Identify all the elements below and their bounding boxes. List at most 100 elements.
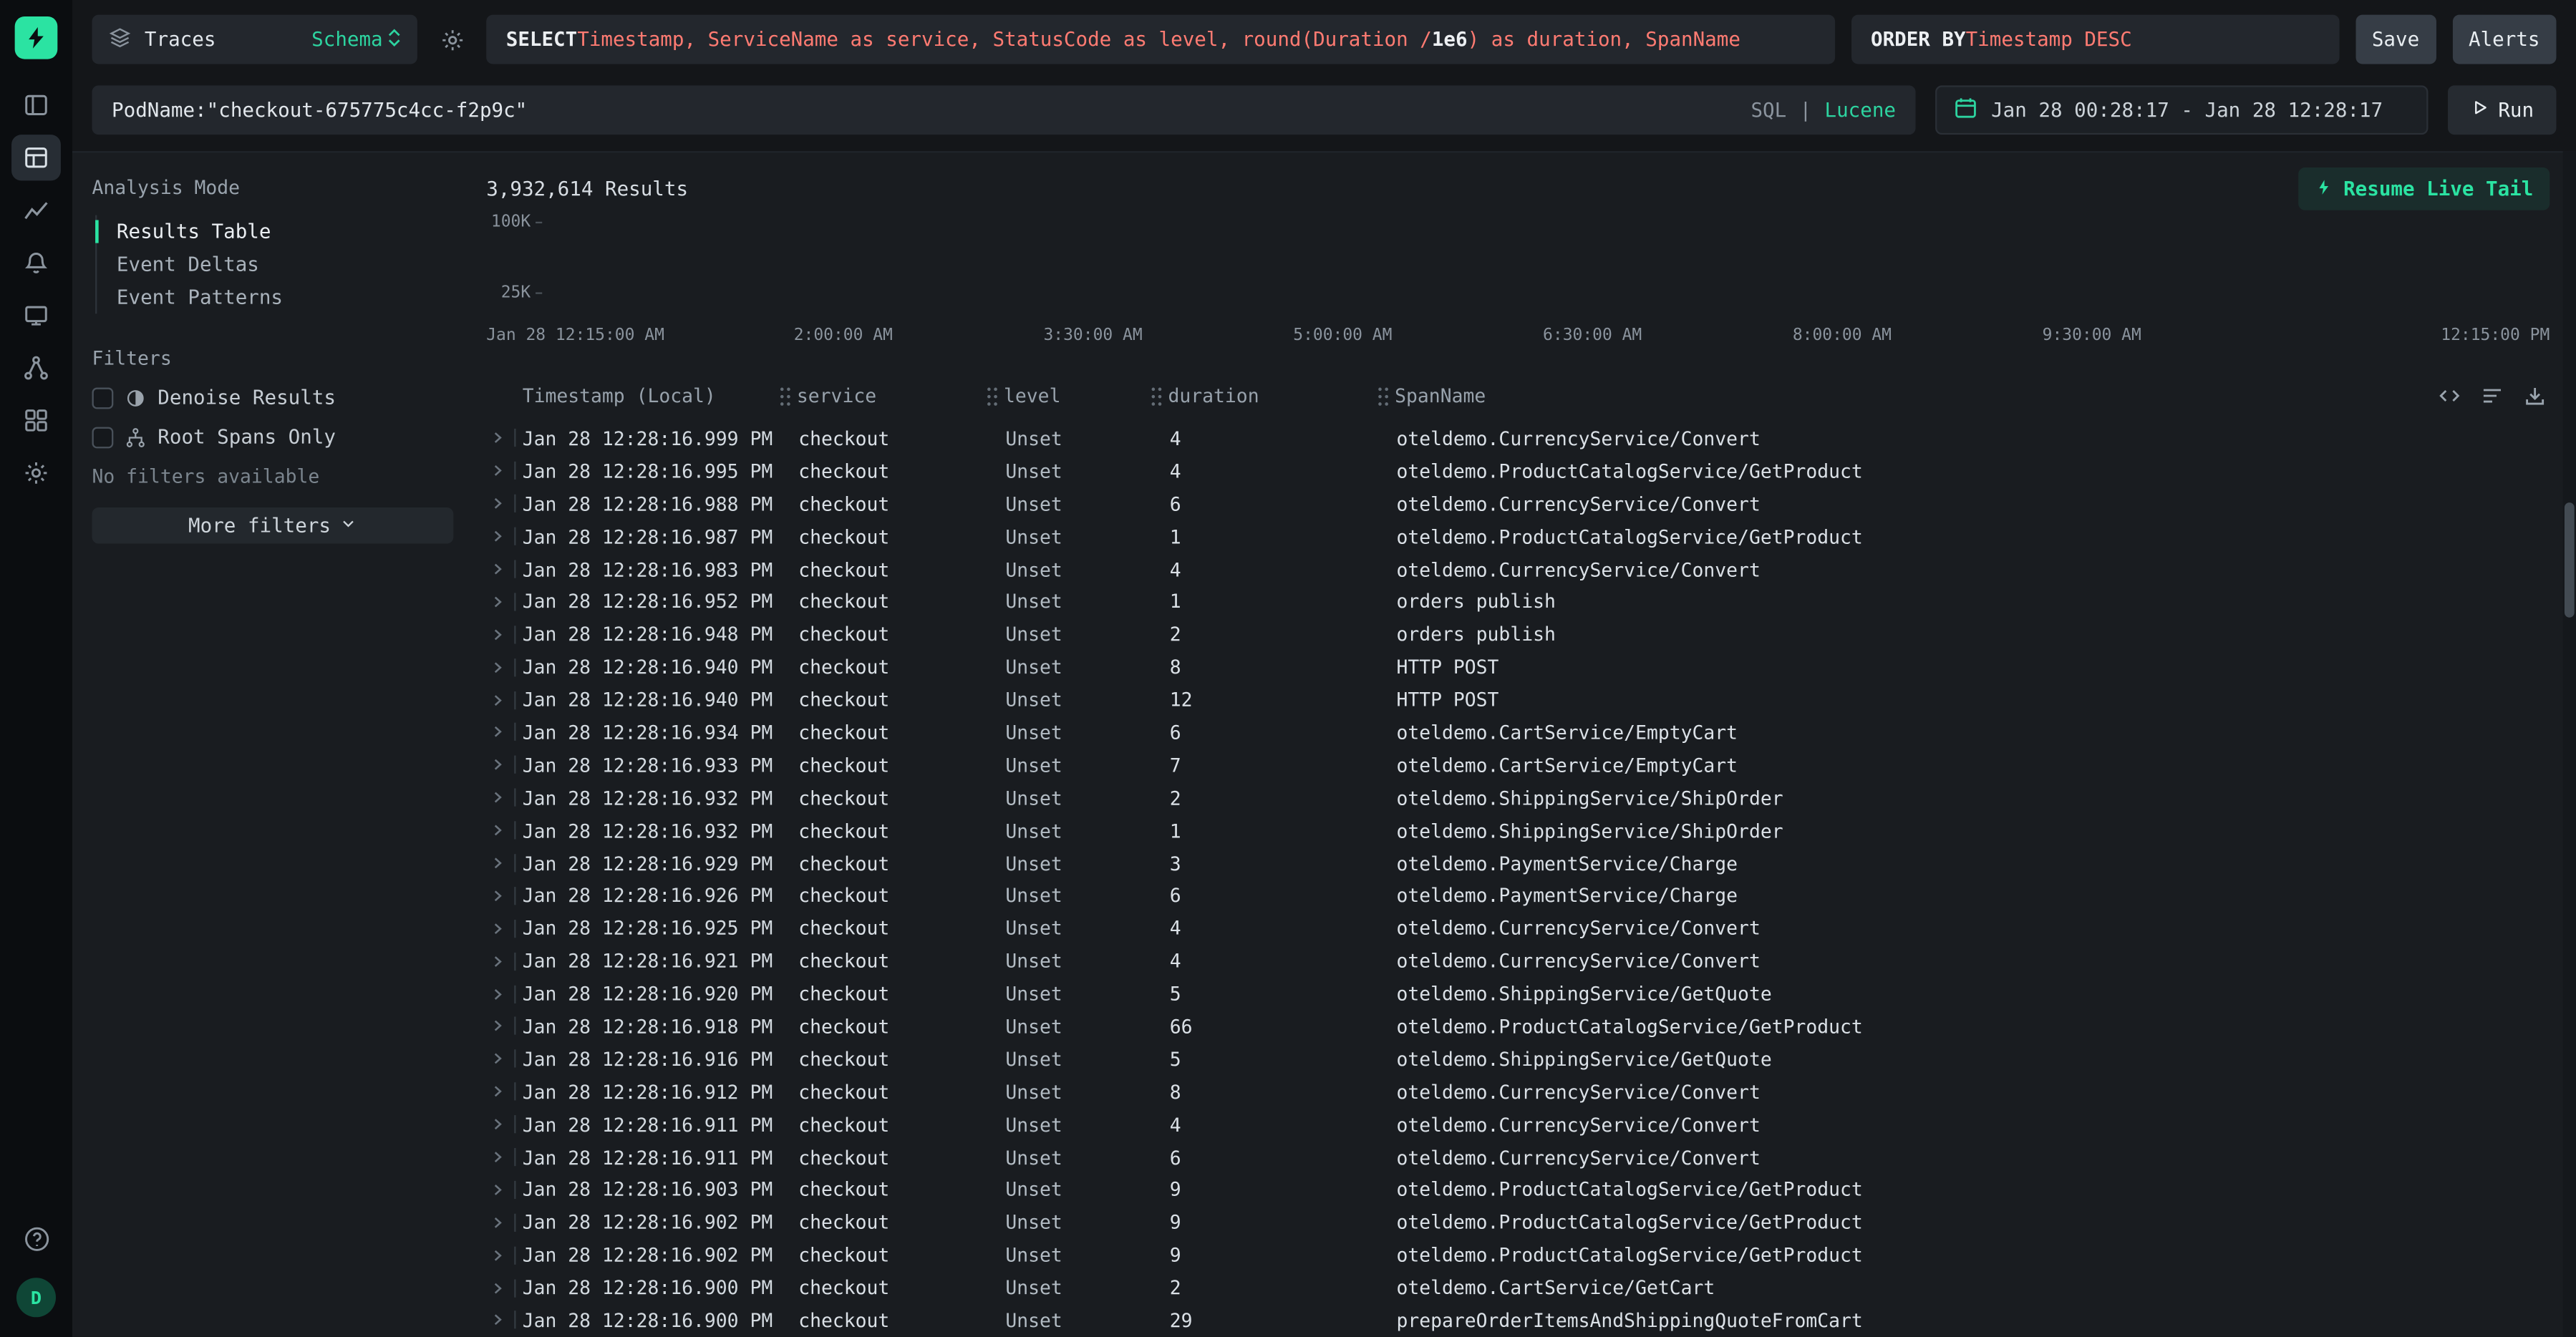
- more-filters-button[interactable]: More filters: [92, 507, 453, 543]
- help-icon[interactable]: [11, 1215, 61, 1261]
- chevron-right-icon[interactable]: [486, 495, 509, 512]
- chevron-right-icon[interactable]: [486, 593, 509, 611]
- chevron-right-icon[interactable]: [486, 952, 509, 970]
- table-row[interactable]: Jan 28 12:28:16.920 PM checkout Unset 5 …: [486, 978, 2550, 1011]
- col-spanname[interactable]: SpanName: [1377, 384, 2438, 407]
- grip-icon[interactable]: [986, 385, 999, 407]
- chevron-right-icon[interactable]: [486, 1213, 509, 1231]
- date-range-picker[interactable]: Jan 28 00:28:17 - Jan 28 12:28:17: [1935, 85, 2428, 135]
- col-duration[interactable]: duration: [1150, 384, 1377, 407]
- chevron-right-icon[interactable]: [486, 626, 509, 643]
- user-avatar[interactable]: D: [16, 1278, 56, 1317]
- table-row[interactable]: Jan 28 12:28:16.902 PM checkout Unset 9 …: [486, 1206, 2550, 1239]
- chevron-right-icon[interactable]: [486, 854, 509, 872]
- chevron-right-icon[interactable]: [486, 560, 509, 578]
- table-row[interactable]: Jan 28 12:28:16.948 PM checkout Unset 2 …: [486, 618, 2550, 651]
- chevron-right-icon[interactable]: [486, 887, 509, 905]
- chevron-right-icon[interactable]: [486, 822, 509, 840]
- nav-sessions-monitor-icon[interactable]: [11, 292, 61, 338]
- chevron-right-icon[interactable]: [486, 527, 509, 545]
- table-row[interactable]: Jan 28 12:28:16.926 PM checkout Unset 6 …: [486, 880, 2550, 913]
- grip-icon[interactable]: [779, 385, 792, 407]
- nav-chart-icon[interactable]: [11, 188, 61, 233]
- table-row[interactable]: Jan 28 12:28:16.999 PM checkout Unset 4 …: [486, 422, 2550, 455]
- alerts-button[interactable]: Alerts: [2452, 15, 2556, 64]
- chevron-right-icon[interactable]: [486, 658, 509, 676]
- grip-icon[interactable]: [1150, 385, 1163, 407]
- chevron-right-icon[interactable]: [486, 462, 509, 480]
- table-row[interactable]: Jan 28 12:28:16.932 PM checkout Unset 2 …: [486, 782, 2550, 815]
- chevron-right-icon[interactable]: [486, 724, 509, 742]
- save-button[interactable]: Save: [2355, 15, 2436, 64]
- nav-settings-gear-icon[interactable]: [11, 450, 61, 496]
- chevron-right-icon[interactable]: [486, 1311, 509, 1329]
- download-icon[interactable]: [2524, 384, 2547, 407]
- chevron-right-icon[interactable]: [486, 789, 509, 807]
- chevron-right-icon[interactable]: [486, 1246, 509, 1264]
- chart-bars[interactable]: [552, 215, 2550, 317]
- table-row[interactable]: Jan 28 12:28:16.940 PM checkout Unset 12…: [486, 684, 2550, 716]
- table-row[interactable]: Jan 28 12:28:16.995 PM checkout Unset 4 …: [486, 454, 2550, 487]
- table-row[interactable]: Jan 28 12:28:16.900 PM checkout Unset 29…: [486, 1304, 2550, 1337]
- chevron-right-icon[interactable]: [486, 985, 509, 1003]
- checkbox-box[interactable]: [92, 386, 113, 408]
- code-icon[interactable]: [2438, 384, 2461, 407]
- table-row[interactable]: Jan 28 12:28:16.940 PM checkout Unset 8 …: [486, 651, 2550, 684]
- chevron-right-icon[interactable]: [486, 1050, 509, 1068]
- nav-service-map-icon[interactable]: [11, 345, 61, 391]
- table-row[interactable]: Jan 28 12:28:16.952 PM checkout Unset 1 …: [486, 585, 2550, 618]
- table-row[interactable]: Jan 28 12:28:16.912 PM checkout Unset 8 …: [486, 1076, 2550, 1109]
- source-select[interactable]: Traces Schema: [92, 15, 417, 64]
- nav-search-icon[interactable]: [11, 135, 61, 180]
- resume-live-tail-button[interactable]: Resume Live Tail: [2299, 167, 2550, 210]
- analysis-mode-results-table[interactable]: Results Table: [97, 215, 453, 248]
- nav-alerts-bell-icon[interactable]: [11, 240, 61, 286]
- schema-select[interactable]: Schema: [311, 27, 401, 52]
- table-row[interactable]: Jan 28 12:28:16.933 PM checkout Unset 7 …: [486, 749, 2550, 782]
- table-row[interactable]: Jan 28 12:28:16.900 PM checkout Unset 2 …: [486, 1271, 2550, 1304]
- nav-dashboards-icon[interactable]: [11, 397, 61, 443]
- chevron-right-icon[interactable]: [486, 920, 509, 938]
- source-settings-gear-icon[interactable]: [434, 21, 470, 57]
- col-timestamp[interactable]: Timestamp (Local): [523, 384, 779, 407]
- chevron-right-icon[interactable]: [486, 1017, 509, 1035]
- denoise-results-checkbox[interactable]: Denoise Results: [92, 386, 453, 409]
- chevron-right-icon[interactable]: [486, 1115, 509, 1133]
- table-row[interactable]: Jan 28 12:28:16.934 PM checkout Unset 6 …: [486, 716, 2550, 749]
- table-row[interactable]: Jan 28 12:28:16.921 PM checkout Unset 4 …: [486, 945, 2550, 978]
- root-spans-only-checkbox[interactable]: Root Spans Only: [92, 425, 453, 448]
- col-service[interactable]: service: [779, 384, 986, 407]
- table-row[interactable]: Jan 28 12:28:16.988 PM checkout Unset 6 …: [486, 487, 2550, 520]
- scrollbar[interactable]: [2563, 151, 2576, 1337]
- table-row[interactable]: Jan 28 12:28:16.903 PM checkout Unset 9 …: [486, 1173, 2550, 1206]
- col-level[interactable]: level: [986, 384, 1150, 407]
- row-height-icon[interactable]: [2481, 384, 2504, 407]
- chevron-right-icon[interactable]: [486, 1083, 509, 1101]
- table-row[interactable]: Jan 28 12:28:16.916 PM checkout Unset 5 …: [486, 1043, 2550, 1076]
- sql-mode-option[interactable]: SQL: [1751, 99, 1786, 122]
- table-row[interactable]: Jan 28 12:28:16.911 PM checkout Unset 4 …: [486, 1108, 2550, 1141]
- analysis-mode-event-deltas[interactable]: Event Deltas: [97, 248, 453, 281]
- table-row[interactable]: Jan 28 12:28:16.902 PM checkout Unset 9 …: [486, 1239, 2550, 1272]
- search-input[interactable]: PodName:"checkout-675775c4cc-f2p9c" SQL …: [92, 85, 1915, 135]
- language-toggle[interactable]: SQL | Lucene: [1751, 99, 1896, 122]
- chevron-right-icon[interactable]: [486, 1181, 509, 1199]
- chevron-right-icon[interactable]: [486, 691, 509, 709]
- table-row[interactable]: Jan 28 12:28:16.925 PM checkout Unset 4 …: [486, 912, 2550, 945]
- nav-panels-icon[interactable]: [11, 82, 61, 128]
- app-logo[interactable]: [15, 16, 58, 59]
- checkbox-box[interactable]: [92, 426, 113, 447]
- table-row[interactable]: Jan 28 12:28:16.983 PM checkout Unset 4 …: [486, 553, 2550, 585]
- run-button[interactable]: Run: [2448, 85, 2556, 135]
- chevron-right-icon[interactable]: [486, 1148, 509, 1166]
- lucene-mode-option[interactable]: Lucene: [1825, 99, 1896, 122]
- chevron-right-icon[interactable]: [486, 429, 509, 447]
- select-query-input[interactable]: SELECT Timestamp, ServiceName as service…: [486, 15, 1834, 64]
- scrollbar-thumb[interactable]: [2565, 502, 2575, 618]
- analysis-mode-event-patterns[interactable]: Event Patterns: [97, 281, 453, 313]
- table-row[interactable]: Jan 28 12:28:16.932 PM checkout Unset 1 …: [486, 814, 2550, 847]
- table-row[interactable]: Jan 28 12:28:16.929 PM checkout Unset 3 …: [486, 847, 2550, 880]
- chevron-right-icon[interactable]: [486, 756, 509, 774]
- order-by-input[interactable]: ORDER BY Timestamp DESC: [1851, 15, 2339, 64]
- table-row[interactable]: Jan 28 12:28:16.918 PM checkout Unset 66…: [486, 1010, 2550, 1043]
